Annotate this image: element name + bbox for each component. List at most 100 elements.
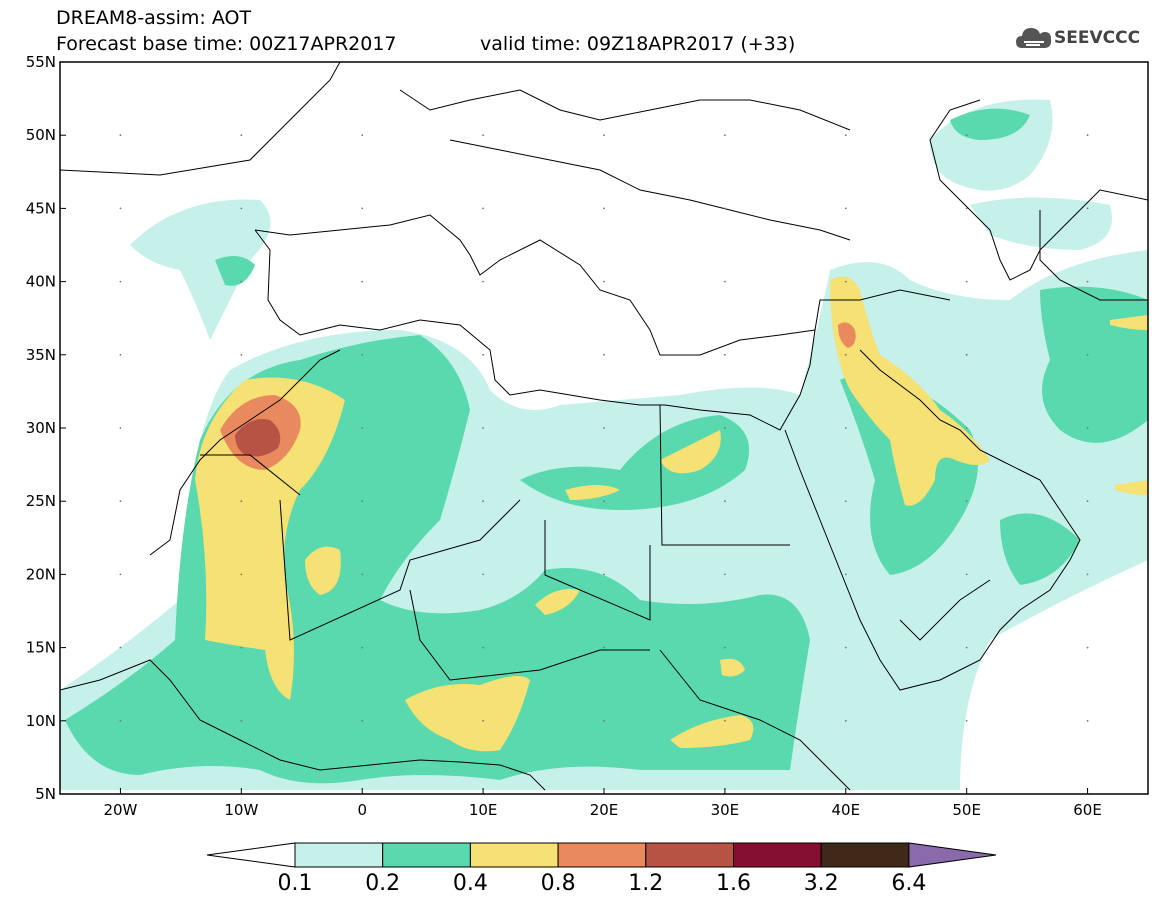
lon-label: 0 — [357, 801, 367, 819]
grid-dot — [723, 134, 726, 137]
aot-level-0.8 — [195, 276, 1148, 752]
grid-dot — [482, 207, 485, 210]
grid-dot — [240, 573, 243, 576]
grid-dot — [844, 500, 847, 503]
grid-dot — [1086, 646, 1089, 649]
lat-label: 20N — [26, 565, 56, 583]
grid-dot — [240, 280, 243, 283]
grid-dot — [844, 353, 847, 356]
grid-dot — [603, 500, 605, 503]
lat-label: 10N — [26, 712, 56, 730]
grid-dot — [240, 427, 243, 429]
grid-dot — [603, 427, 605, 429]
colorbar-label: 0.2 — [365, 871, 401, 896]
grid-dot — [723, 500, 726, 503]
lat-label: 40N — [26, 273, 56, 291]
grid-dot — [119, 719, 122, 722]
grid-dot — [240, 134, 243, 137]
lon-label: 60E — [1073, 801, 1102, 819]
colorbar-label: 3.2 — [803, 871, 839, 896]
grid-dot — [844, 134, 847, 137]
grid-dot — [482, 134, 485, 137]
grid-dot — [844, 646, 847, 649]
aot-field — [60, 99, 1148, 790]
grid-dot — [482, 646, 485, 649]
grid-dot — [482, 427, 485, 429]
aot-level-1.6 — [235, 419, 281, 457]
grid-dot — [119, 207, 122, 210]
logo-text: SEEVCCC — [1054, 28, 1141, 48]
colorbar-label: 1.2 — [628, 871, 664, 896]
grid-dot — [965, 427, 968, 429]
grid-dots — [119, 134, 1089, 722]
lat-label: 50N — [26, 126, 56, 144]
colorbar-label: 0.1 — [277, 871, 313, 896]
lat-label: 15N — [26, 639, 56, 657]
colorbar-label: 6.4 — [891, 871, 927, 896]
grid-dot — [119, 134, 122, 137]
grid-dot — [361, 280, 364, 283]
grid-dot — [1086, 719, 1089, 722]
grid-dot — [361, 719, 364, 722]
grid-dot — [1086, 573, 1089, 576]
grid-dot — [603, 207, 605, 210]
grid-dot — [361, 573, 364, 576]
grid-dot — [723, 427, 726, 429]
grid-dot — [119, 500, 122, 503]
grid-dot — [1086, 500, 1089, 503]
grid-dot — [723, 573, 726, 576]
grid-dot — [723, 207, 726, 210]
lat-label: 35N — [26, 346, 56, 364]
grid-dot — [119, 427, 122, 429]
grid-dot — [361, 353, 364, 356]
grid-dot — [240, 646, 243, 649]
grid-dot — [361, 646, 364, 649]
colorbar-label: 0.8 — [540, 871, 576, 896]
grid-dot — [361, 500, 364, 503]
grid-dot — [482, 573, 485, 576]
grid-dot — [603, 280, 605, 283]
grid-dot — [965, 280, 968, 283]
grid-dot — [844, 719, 847, 722]
lat-label: 30N — [26, 419, 56, 437]
lon-label: 10E — [469, 801, 498, 819]
lon-label: 10W — [224, 801, 258, 819]
latitude-ticks: 55N 50N 45N 40N 35N 30N 25N 20N 15N 10N 5N — [26, 53, 66, 803]
lat-label: 45N — [26, 199, 56, 217]
lon-label: 40E — [831, 801, 860, 819]
grid-dot — [119, 353, 122, 356]
grid-dot — [1086, 207, 1089, 210]
lon-label: 20W — [103, 801, 137, 819]
grid-dot — [603, 353, 605, 356]
map-title: DREAM8-assim: AOT — [56, 7, 252, 29]
grid-dot — [965, 500, 968, 503]
grid-dot — [482, 500, 485, 503]
grid-dot — [965, 646, 968, 649]
forecast-base-time: Forecast base time: 00Z17APR2017 — [56, 33, 397, 55]
coastlines — [60, 62, 1148, 791]
grid-dot — [844, 573, 847, 576]
grid-dot — [240, 207, 243, 210]
grid-dot — [1086, 427, 1089, 429]
grid-dot — [240, 719, 243, 722]
grid-dot — [723, 353, 726, 356]
colorbar-label: 0.4 — [452, 871, 488, 896]
grid-dot — [844, 427, 847, 429]
grid-dot — [603, 134, 605, 137]
grid-dot — [482, 719, 485, 722]
grid-dot — [723, 646, 726, 649]
lat-label: 25N — [26, 492, 56, 510]
colorbar-label: 1.6 — [716, 871, 751, 896]
grid-dot — [119, 280, 122, 283]
grid-dot — [844, 280, 847, 283]
grid-dot — [965, 134, 968, 137]
lon-label: 20E — [590, 801, 619, 819]
grid-dot — [361, 427, 364, 429]
grid-dot — [1086, 353, 1089, 356]
grid-dot — [965, 573, 968, 576]
grid-dot — [240, 353, 243, 356]
grid-dot — [603, 573, 605, 576]
grid-dot — [361, 207, 364, 210]
lon-label: 50E — [952, 801, 981, 819]
grid-dot — [965, 207, 968, 210]
